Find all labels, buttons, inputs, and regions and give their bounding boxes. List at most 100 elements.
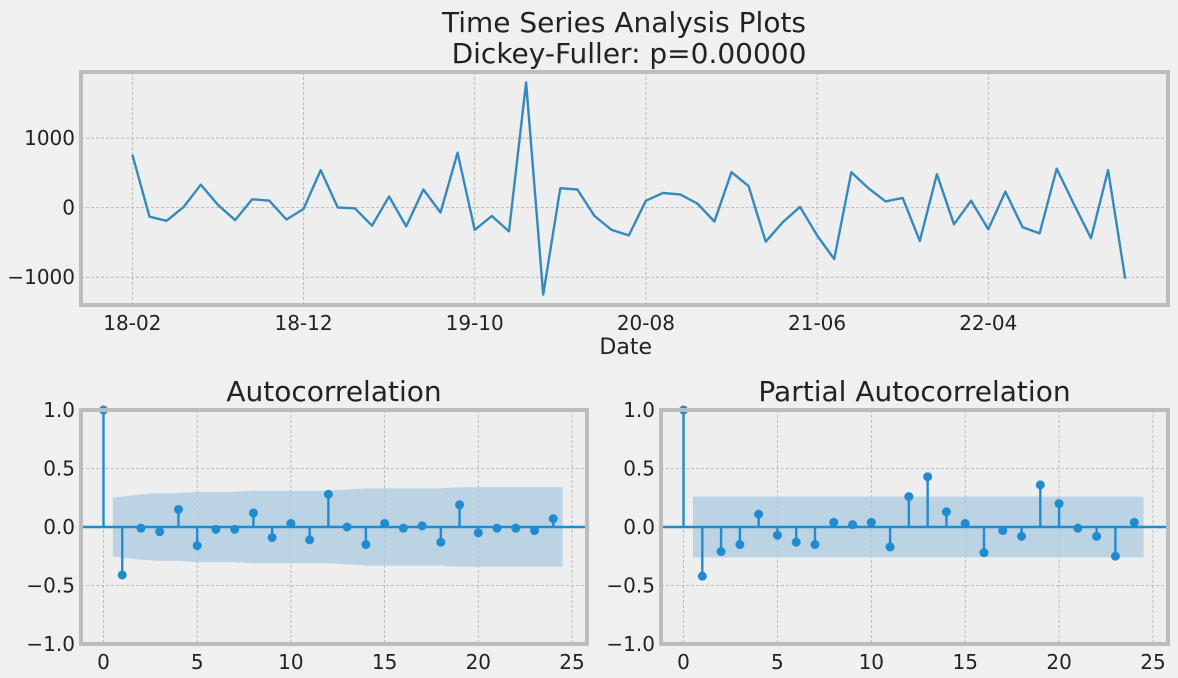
data-point — [610, 229, 612, 231]
data-point — [217, 204, 219, 206]
x-tick-label: 22-04 — [959, 311, 1017, 335]
x-tick-label: 15 — [372, 650, 397, 674]
data-point — [337, 206, 339, 208]
x-tick-label: 21-06 — [788, 311, 846, 335]
stem-marker — [323, 489, 333, 499]
stem-marker — [492, 523, 502, 533]
axes-frame — [659, 408, 1170, 646]
stem-marker — [342, 522, 352, 532]
stem-marker — [136, 523, 146, 533]
data-point — [713, 220, 715, 222]
data-point — [251, 198, 253, 200]
y-tick-label: 0.5 — [43, 457, 75, 481]
panel-title: Partial Autocorrelation — [758, 375, 1070, 408]
partial-autocorrelation-panel: 0 5 10 15 20 25 −1.0 −0.5 0.0 0.5 1.0 Partial Autoc… — [606, 375, 1170, 674]
data-point — [628, 234, 630, 236]
x-tick-label: 10 — [278, 650, 303, 674]
y-tick-label: 0.5 — [623, 457, 655, 481]
x-tick-label: 0 — [97, 650, 110, 674]
stem-marker — [417, 521, 427, 531]
plot-area — [81, 72, 1168, 305]
data-point — [884, 200, 886, 202]
data-point — [730, 171, 732, 173]
y-tick-label: 1000 — [24, 126, 75, 150]
y-tick-label: 1.0 — [43, 398, 75, 422]
stem-marker — [248, 508, 258, 518]
x-tick-label: 5 — [771, 650, 784, 674]
data-point — [234, 219, 236, 221]
time-series-panel: 18-02 18-12 19-10 20-08 21-06 22-04 −1000 0 1000… — [7, 70, 1170, 360]
data-point — [183, 206, 185, 208]
data-point — [491, 215, 493, 217]
data-point — [576, 188, 578, 190]
x-tick-label: 19-10 — [446, 311, 504, 335]
data-point — [1004, 190, 1006, 192]
y-tick-label: 0 — [62, 196, 75, 220]
x-tick-label: 25 — [559, 650, 584, 674]
data-point — [456, 151, 458, 153]
x-tick-label: 25 — [1140, 650, 1165, 674]
x-tick-label: 0 — [677, 650, 690, 674]
data-point — [1021, 226, 1023, 228]
stem-marker — [436, 537, 446, 547]
y-tick-label: −0.5 — [26, 574, 75, 598]
x-tick-label: 20 — [1046, 650, 1071, 674]
stem-marker — [455, 500, 465, 510]
axes-frame — [79, 70, 1170, 307]
stem-marker — [885, 542, 895, 552]
data-point — [1090, 237, 1092, 239]
data-point — [405, 225, 407, 227]
figure-title: Time Series Analysis Plots — [441, 6, 806, 39]
stem-marker — [1110, 551, 1120, 561]
stem-marker — [511, 523, 521, 533]
data-point — [919, 240, 921, 242]
x-tick-label: 20 — [466, 650, 491, 674]
data-point — [816, 234, 818, 236]
stem-marker — [380, 518, 390, 528]
data-point — [559, 187, 561, 189]
data-point — [474, 229, 476, 231]
data-point — [542, 293, 544, 295]
data-point — [388, 195, 390, 197]
data-point — [936, 173, 938, 175]
stem-marker — [697, 571, 707, 581]
stem-marker — [1054, 499, 1064, 509]
data-point — [901, 197, 903, 199]
y-tick-label: −1000 — [7, 265, 75, 289]
stem-marker — [230, 524, 240, 534]
stem-marker — [530, 526, 540, 536]
x-tick-label: 18-12 — [274, 311, 332, 335]
data-point — [1038, 232, 1040, 234]
stem-marker — [866, 517, 876, 527]
stem-marker — [979, 548, 989, 558]
x-axis-label: Date — [599, 335, 652, 360]
stem-marker — [155, 527, 165, 537]
data-point — [354, 207, 356, 209]
stem-marker — [267, 533, 277, 543]
data-point — [593, 215, 595, 217]
data-point — [131, 154, 133, 156]
stem-marker — [998, 526, 1008, 536]
x-tick-label: 15 — [952, 650, 977, 674]
data-point — [679, 193, 681, 195]
data-point — [833, 258, 835, 260]
data-point — [970, 199, 972, 201]
series-line — [131, 81, 1127, 296]
y-tick-label: 0.0 — [43, 515, 75, 539]
stem-marker — [772, 530, 782, 540]
stem-marker — [286, 518, 296, 528]
stem-marker — [398, 523, 408, 533]
y-tick-label: 0.0 — [623, 515, 655, 539]
y-tick-label: −0.5 — [606, 574, 655, 598]
data-point — [268, 199, 270, 201]
stem-marker — [791, 537, 801, 547]
stem-marker — [1035, 480, 1045, 490]
figure-subtitle: Dickey-Fuller: p=0.00000 — [452, 37, 807, 70]
data-point — [782, 221, 784, 223]
stem-marker — [716, 547, 726, 557]
data-point — [508, 230, 510, 232]
stem-marker — [960, 518, 970, 528]
stem-marker — [117, 570, 127, 580]
stem-marker — [1017, 531, 1027, 541]
